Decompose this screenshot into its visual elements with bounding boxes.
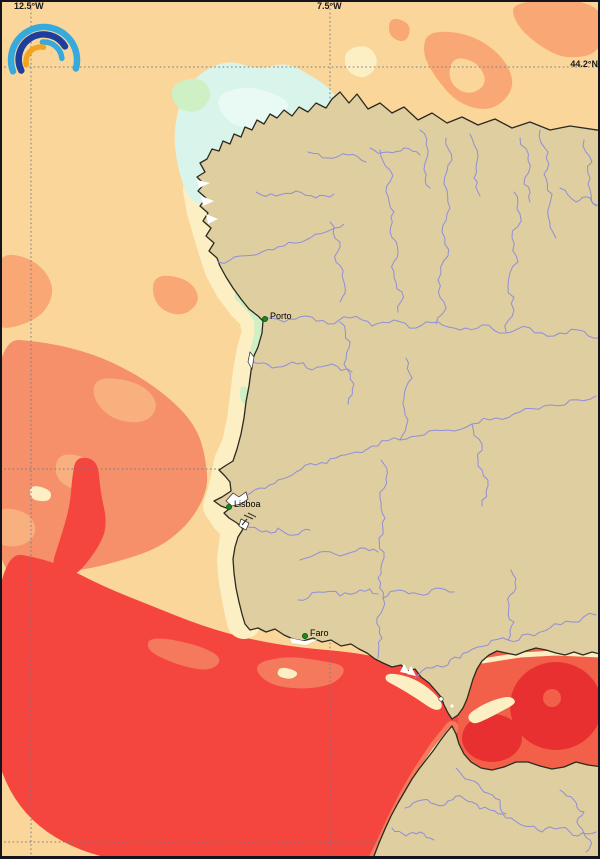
grid-label-lat-44-2n: 44.2°N: [570, 59, 598, 69]
city-label: Faro: [310, 628, 329, 638]
city-label: Lisboa: [234, 499, 261, 509]
estuary-layer: [197, 180, 454, 708]
city-dot: [302, 632, 308, 639]
city-marker-faro: Faro: [302, 628, 329, 640]
city-marker-porto: Porto: [262, 311, 292, 323]
city-dot: [226, 503, 232, 510]
grid-label-lon-7-5w: 7.5°W: [317, 1, 342, 11]
city-dot: [262, 315, 268, 322]
river-layer: [217, 129, 600, 853]
rainbow-logo-icon: [7, 23, 81, 75]
city-marker-lisboa: Lisboa: [226, 499, 261, 511]
grid-label-lon-12-5w: 12.5°W: [14, 1, 44, 11]
city-label: Porto: [270, 311, 292, 321]
